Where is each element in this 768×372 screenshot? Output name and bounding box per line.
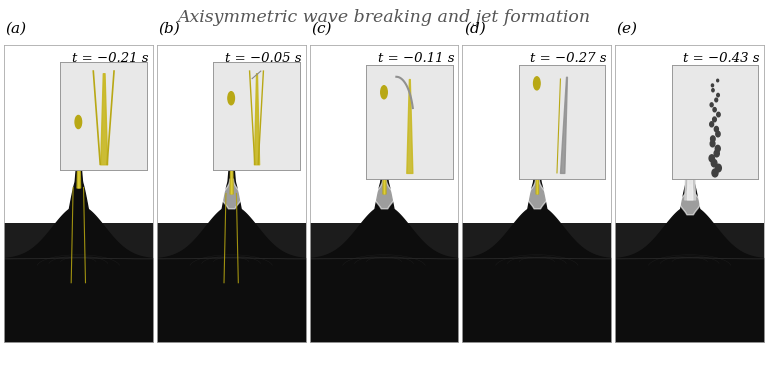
Circle shape xyxy=(381,86,387,99)
Bar xyxy=(310,223,458,342)
Text: Axisymmetric wave breaking and jet formation: Axisymmetric wave breaking and jet forma… xyxy=(177,9,591,26)
Text: t = −0.11 s: t = −0.11 s xyxy=(378,52,454,65)
Text: t = −0.05 s: t = −0.05 s xyxy=(225,52,301,65)
Text: (e): (e) xyxy=(617,21,637,35)
Bar xyxy=(462,45,611,238)
Bar xyxy=(615,223,764,342)
Circle shape xyxy=(534,77,540,90)
Text: t = −0.43 s: t = −0.43 s xyxy=(684,52,760,65)
Bar xyxy=(157,45,306,238)
Bar xyxy=(4,45,153,238)
Text: t = −0.27 s: t = −0.27 s xyxy=(531,52,607,65)
Text: (b): (b) xyxy=(158,21,180,35)
Bar xyxy=(4,223,153,342)
Text: t = −0.21 s: t = −0.21 s xyxy=(72,52,148,65)
Bar xyxy=(157,223,306,342)
Bar xyxy=(615,45,764,238)
Circle shape xyxy=(75,115,81,129)
Text: (c): (c) xyxy=(311,21,332,35)
Text: (d): (d) xyxy=(464,21,485,35)
Bar xyxy=(310,45,458,238)
Text: (a): (a) xyxy=(5,21,27,35)
Circle shape xyxy=(228,92,234,105)
Bar xyxy=(462,223,611,342)
